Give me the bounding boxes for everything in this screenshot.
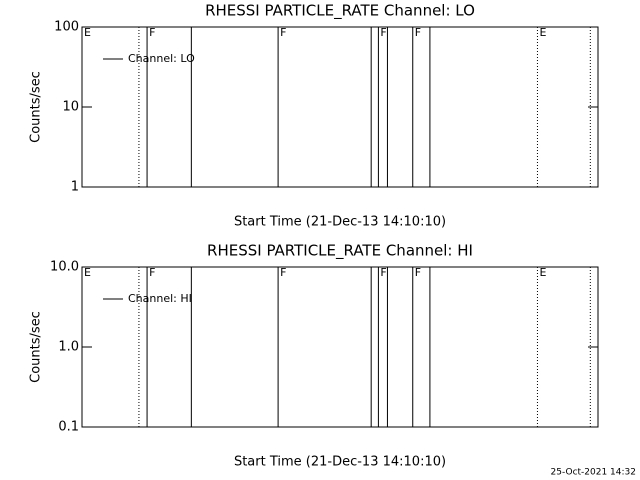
flag-label: E: [84, 266, 91, 279]
chart-title: RHESSI PARTICLE_RATE Channel: LO: [205, 2, 475, 21]
flag-label: F: [415, 266, 421, 279]
flag-label: F: [280, 266, 286, 279]
y-tick-label: 100: [54, 20, 79, 35]
legend-label: Channel: HI: [128, 292, 192, 305]
x-axis-title: Start Time (21-Dec-13 14:10:10): [234, 215, 446, 230]
flag-label: F: [415, 26, 421, 39]
y-axis-title: Counts/sec: [29, 71, 44, 143]
y-tick-label: 1: [71, 180, 79, 195]
y-tick-label: 1.0: [58, 340, 79, 355]
flag-label: F: [380, 26, 386, 39]
y-tick-label: 10.0: [50, 260, 79, 275]
legend-label: Channel: LO: [128, 52, 195, 65]
flag-label: F: [149, 266, 155, 279]
footer-timestamp: 25-Oct-2021 14:32: [551, 468, 636, 478]
flag-label: E: [539, 266, 546, 279]
flag-label: E: [84, 26, 91, 39]
flag-label: E: [539, 26, 546, 39]
y-tick-label: 10: [62, 100, 79, 115]
flag-label: F: [380, 266, 386, 279]
y-tick-label: 0.1: [58, 420, 79, 435]
flag-label: F: [280, 26, 286, 39]
flag-label: F: [149, 26, 155, 39]
x-axis-title: Start Time (21-Dec-13 14:10:10): [234, 455, 446, 470]
y-axis-title: Counts/sec: [29, 311, 44, 383]
chart-title: RHESSI PARTICLE_RATE Channel: HI: [207, 242, 473, 261]
